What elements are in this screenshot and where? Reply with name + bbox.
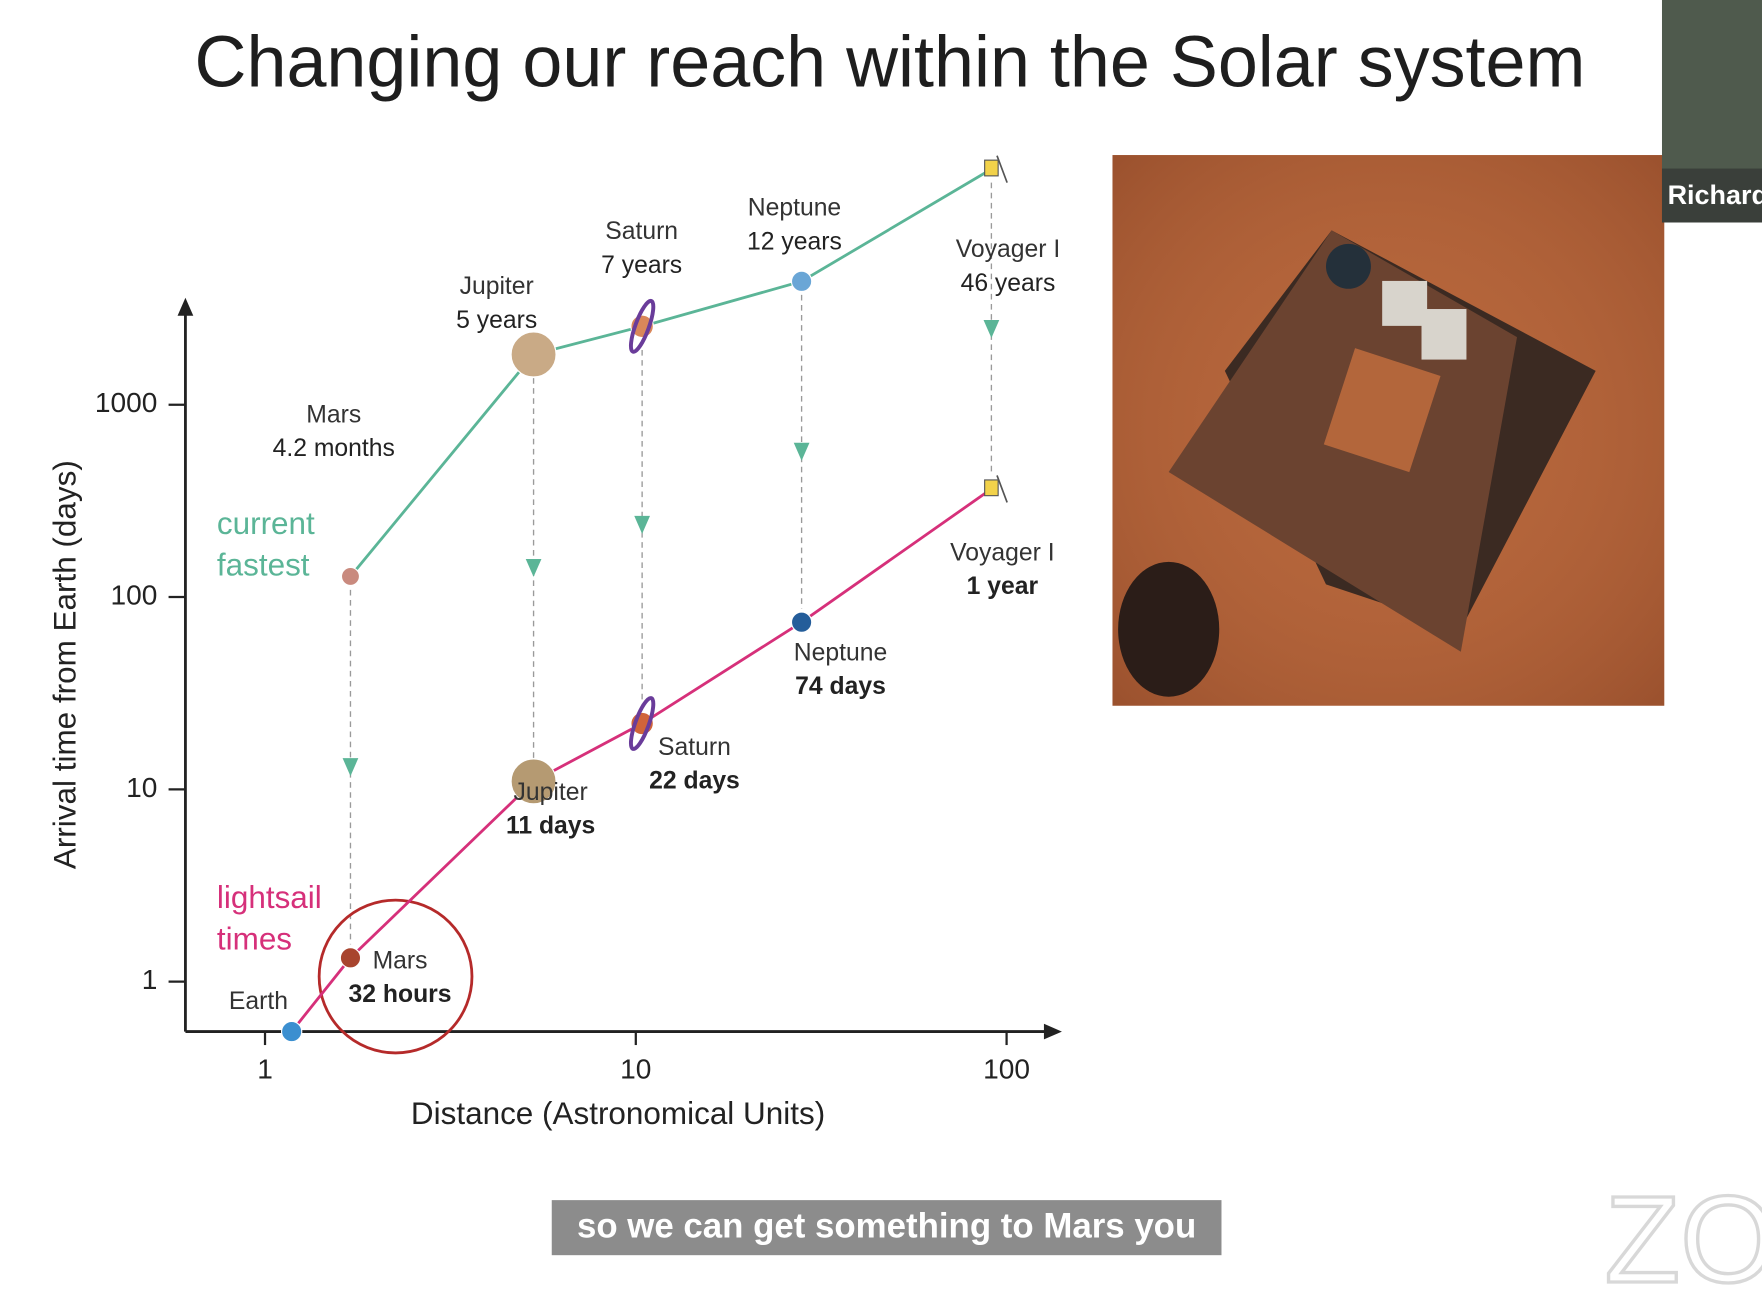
y-tick-label: 10	[126, 772, 157, 803]
connector-arrow	[525, 558, 542, 577]
value-label: 74 days	[795, 673, 886, 700]
x-axis-label: Distance (Astronomical Units)	[411, 1096, 825, 1131]
point-name: Mars	[306, 401, 361, 428]
probe-antenna	[996, 155, 1008, 183]
slide-title: Changing our reach within the Solar syst…	[195, 22, 1586, 102]
value-label: 12 years	[747, 228, 842, 255]
probe-marker	[984, 159, 999, 177]
point-name: Neptune	[748, 195, 841, 222]
probe-antenna	[996, 475, 1008, 503]
y-tick-label: 100	[110, 579, 157, 610]
value-label: 1 year	[967, 573, 1039, 600]
point-name: Jupiter	[514, 779, 588, 806]
series-line	[290, 487, 993, 1033]
caption-box	[551, 1200, 1222, 1256]
connector-arrow	[793, 442, 810, 461]
value-label: 5 years	[456, 307, 537, 334]
x-tick-label: 1	[257, 1053, 273, 1084]
planet-marker	[340, 566, 361, 586]
caption: so we can get something to Mars you	[577, 1206, 1196, 1245]
planet-marker	[510, 758, 557, 805]
chart: Distance (Astronomical Units) Arrival tim…	[48, 155, 1062, 1131]
planet-ring	[628, 298, 656, 354]
point-name: Voyager I	[956, 236, 1060, 263]
value-label: 7 years	[601, 252, 682, 279]
value-label: 32 hours	[349, 981, 452, 1008]
photo	[1112, 155, 1665, 706]
planet-marker	[790, 611, 813, 633]
y-tick-label: 1	[142, 964, 158, 995]
point-name: Earth	[229, 988, 288, 1015]
highlight-circle	[317, 898, 474, 1055]
x-tick-label: 100	[983, 1053, 1030, 1084]
probe-marker	[984, 479, 999, 497]
connector-arrow	[983, 320, 1000, 339]
participant-name: Richard	[1668, 180, 1762, 210]
point-name: Neptune	[794, 640, 887, 667]
planet-marker	[790, 270, 813, 293]
y-tick-label: 1000	[95, 387, 157, 418]
planet-ring	[628, 696, 656, 751]
point-name: Saturn	[658, 734, 731, 761]
point-name: Voyager I	[950, 540, 1054, 567]
legend-entry: lightsail times	[217, 880, 331, 957]
point-name: Mars	[373, 947, 428, 974]
value-label: 22 days	[649, 768, 740, 795]
planet-marker	[339, 947, 362, 969]
y-axis-arrow	[177, 297, 194, 316]
legend-entry: current fastest	[217, 506, 324, 583]
point-name: Saturn	[605, 218, 678, 245]
x-tick-label: 10	[620, 1053, 651, 1084]
x-axis-arrow	[1043, 1023, 1062, 1040]
value-label: 4.2 months	[273, 435, 395, 462]
connector-arrow	[634, 515, 650, 534]
connector-arrow	[342, 758, 359, 777]
planet-marker	[280, 1020, 303, 1043]
point-name: Jupiter	[460, 273, 534, 300]
y-axis-label: Arrival time from Earth (days)	[48, 460, 83, 869]
watermark: ZO	[1605, 1171, 1762, 1308]
value-label: 46 years	[961, 270, 1056, 297]
planet-marker	[510, 331, 557, 378]
participant-tile: Richard	[1661, 0, 1762, 223]
value-label: 11 days	[506, 813, 595, 840]
